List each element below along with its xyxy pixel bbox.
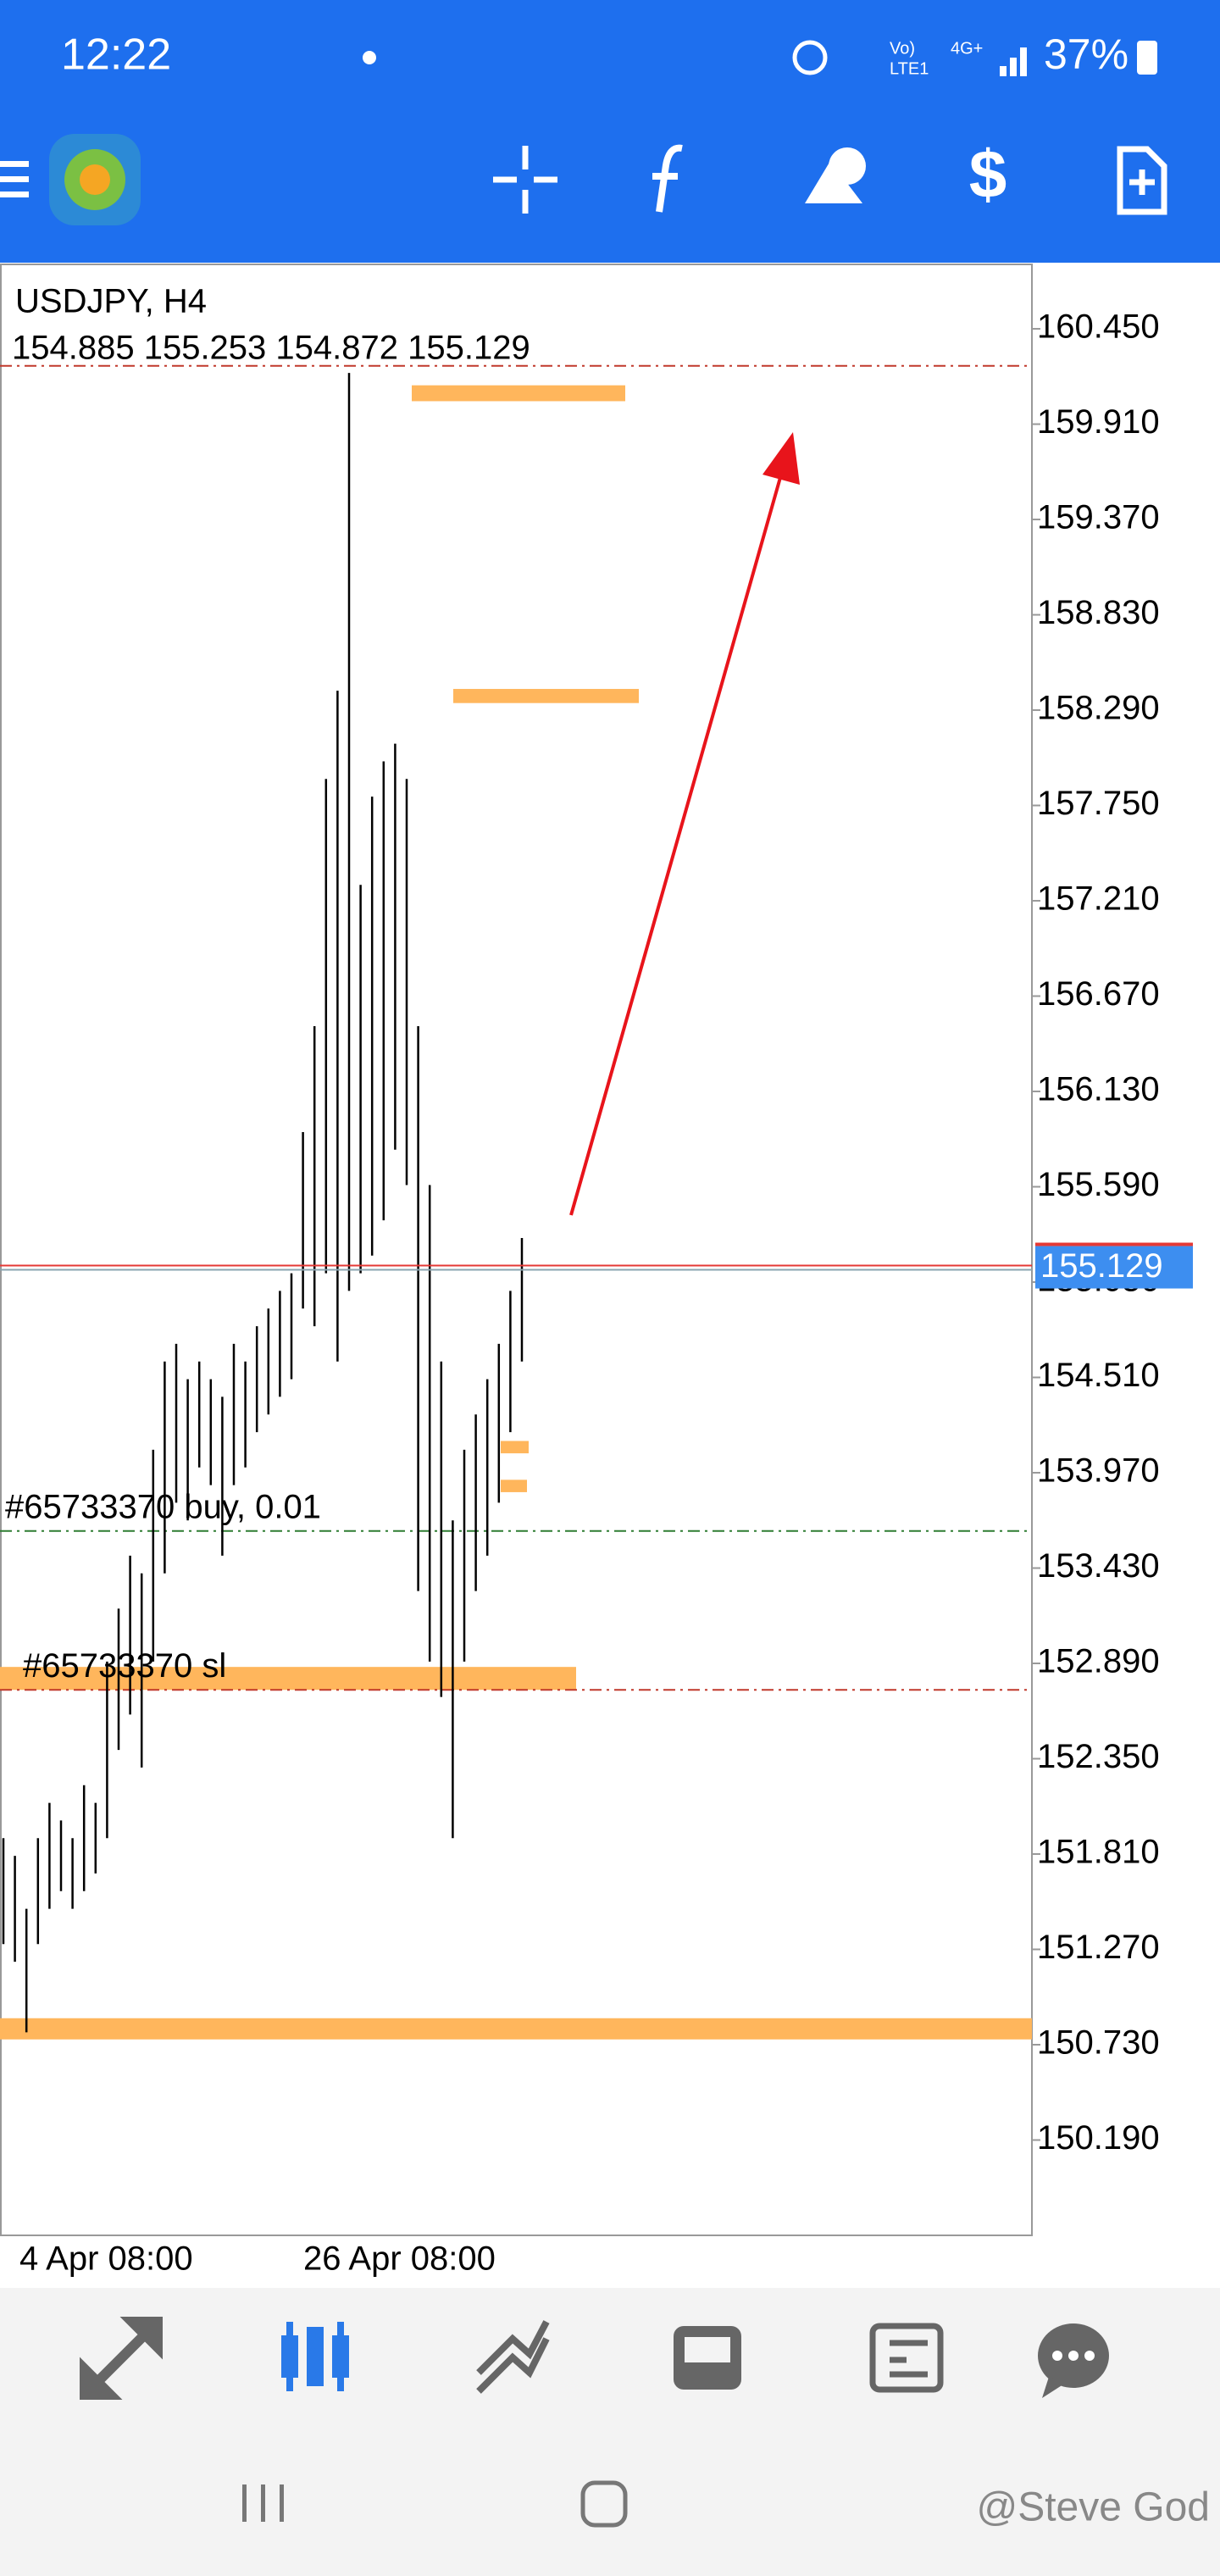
history-tab[interactable] <box>674 2326 741 2390</box>
y-tick-label: 153.970 <box>1037 1452 1160 1490</box>
y-tick-label: 157.210 <box>1037 880 1160 918</box>
y-tick-label: 156.670 <box>1037 975 1160 1013</box>
chart-frame <box>0 264 1033 2236</box>
zone <box>501 1441 529 1454</box>
y-tick-label: 151.810 <box>1037 1834 1160 1871</box>
network-label: LTE1 <box>890 59 929 78</box>
zone <box>501 1480 527 1492</box>
y-tick-label: 156.130 <box>1037 1071 1160 1108</box>
y-tick-label: 153.430 <box>1037 1547 1160 1585</box>
status-time: 12:22 <box>61 31 171 80</box>
trade-button[interactable]: $ <box>969 136 1007 212</box>
objects-button[interactable] <box>805 147 866 203</box>
network-label: 4G+ <box>951 39 983 58</box>
svg-text:$: $ <box>969 136 1007 212</box>
new-order-button[interactable] <box>1117 146 1167 215</box>
level-label: #65733370 buy, 0.01 <box>5 1488 321 1525</box>
y-tick-label: 158.830 <box>1037 594 1160 631</box>
indicators-button[interactable] <box>652 144 683 213</box>
y-tick-label: 159.370 <box>1037 499 1160 536</box>
price-tag <box>1035 1246 1193 1289</box>
y-tick-label: 150.730 <box>1037 2024 1160 2062</box>
status-icons <box>363 40 1027 76</box>
price-tag-label: 155.129 <box>1040 1247 1163 1285</box>
x-tick-label: 26 Apr 08:00 <box>303 2240 496 2278</box>
chat-tab[interactable] <box>1038 2323 1109 2398</box>
chart[interactable] <box>0 328 1040 2141</box>
y-tick-label: 150.190 <box>1037 2119 1160 2157</box>
y-tick-label: 152.350 <box>1037 1738 1160 1775</box>
level-label: #65733370 sl <box>23 1647 226 1685</box>
bottom-nav <box>0 2288 1220 2576</box>
network-label: Vo) <box>890 39 915 58</box>
y-tick-label: 155.590 <box>1037 1166 1160 1203</box>
ohlc-label: 154.885 155.253 154.872 155.129 <box>12 330 530 367</box>
y-tick-label: 152.890 <box>1037 1643 1160 1680</box>
quotes-tab[interactable] <box>80 2317 163 2400</box>
battery-icon <box>1137 41 1157 75</box>
news-tab[interactable] <box>869 2323 944 2393</box>
y-tick-label: 154.510 <box>1037 1357 1160 1394</box>
zone <box>412 385 625 402</box>
battery-text: 37% <box>1044 31 1128 78</box>
menu-button[interactable] <box>0 161 29 197</box>
y-tick-label: 151.270 <box>1037 1929 1160 1966</box>
watermark: @Steve God <box>976 2485 1210 2530</box>
y-tick-label: 158.290 <box>1037 690 1160 727</box>
recent-apps-button[interactable] <box>242 2484 284 2522</box>
arrow <box>569 474 783 1216</box>
zone <box>0 1667 576 1690</box>
zone <box>453 689 639 703</box>
trade-tab[interactable] <box>476 2320 550 2394</box>
y-tick-label: 159.910 <box>1037 403 1160 441</box>
home-button[interactable] <box>580 2480 628 2528</box>
top-bar <box>0 0 1220 263</box>
x-tick-label: 4 Apr 08:00 <box>19 2240 193 2278</box>
arrow-head <box>762 432 800 485</box>
zone <box>0 2018 1032 2040</box>
y-tick-label: 160.450 <box>1037 308 1160 346</box>
app-icon[interactable] <box>49 134 141 225</box>
chart-title: USDJPY, H4 <box>15 283 207 320</box>
crosshair-button[interactable] <box>493 146 557 214</box>
chart-tab[interactable] <box>281 2322 349 2391</box>
y-tick-label: 157.750 <box>1037 785 1160 822</box>
